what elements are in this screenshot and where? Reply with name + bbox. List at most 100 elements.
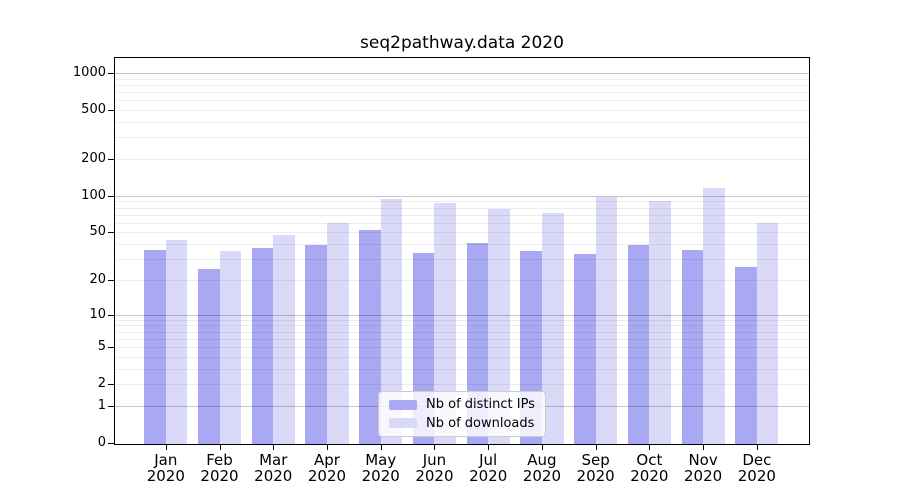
minor-gridline	[115, 368, 809, 370]
major-gridline	[115, 314, 809, 316]
x-tick-label: Oct 2020	[630, 451, 669, 485]
bar-distinct-ips-nov	[681, 249, 704, 444]
y-tick-mark	[108, 405, 114, 407]
y-tick-label: 1	[97, 397, 106, 413]
minor-gridline	[115, 201, 809, 203]
major-gridline	[115, 73, 809, 75]
chart-title: seq2pathway.data 2020	[360, 33, 564, 53]
y-tick-mark	[108, 195, 114, 197]
bar-distinct-ips-feb	[197, 268, 220, 444]
minor-gridline	[115, 159, 809, 161]
legend: Nb of distinct IPs Nb of downloads	[378, 391, 546, 437]
y-tick-mark	[108, 159, 114, 161]
y-tick-label: 0	[97, 435, 106, 450]
y-tick-label: 500	[81, 102, 106, 118]
y-tick-mark	[108, 443, 114, 444]
x-tick-mark	[488, 445, 490, 450]
x-tick-mark	[703, 445, 705, 450]
x-tick-mark	[219, 445, 221, 450]
minor-gridline	[115, 207, 809, 209]
minor-gridline	[115, 122, 809, 124]
y-tick-label: 20	[89, 271, 106, 287]
bar-downloads-apr	[326, 222, 349, 444]
minor-gridline	[115, 331, 809, 333]
minor-gridline	[115, 325, 809, 327]
minor-gridline	[115, 319, 809, 321]
minor-gridline	[115, 110, 809, 112]
bar-distinct-ips-jan	[144, 249, 166, 444]
y-tick-label: 200	[81, 151, 106, 167]
y-tick-label: 100	[81, 187, 106, 203]
bar-downloads-sep	[595, 197, 618, 444]
y-tick-mark	[108, 110, 114, 112]
bar-downloads-may	[380, 199, 403, 444]
minor-gridline	[115, 279, 809, 281]
x-tick-label: May 2020	[361, 451, 400, 485]
bar-downloads-feb	[219, 251, 242, 444]
x-tick-mark	[541, 445, 543, 450]
major-gridline	[115, 195, 809, 197]
x-tick-label: Feb 2020	[200, 451, 239, 485]
x-tick-label: Jul 2020	[469, 451, 508, 485]
bar-downloads-jun	[434, 202, 457, 444]
y-tick-mark	[108, 384, 114, 386]
x-tick-mark	[273, 445, 275, 450]
x-tick-label: Aug 2020	[522, 451, 561, 485]
legend-swatch-distinct-ips	[389, 399, 417, 410]
bar-downloads-jul	[488, 209, 510, 444]
y-tick-mark	[108, 232, 114, 234]
y-tick-mark	[108, 73, 114, 75]
bar-downloads-mar	[273, 234, 295, 444]
x-tick-label: Apr 2020	[307, 451, 347, 485]
legend-label-downloads: Nb of downloads	[426, 415, 535, 431]
y-tick-mark	[108, 347, 114, 349]
minor-gridline	[115, 214, 809, 216]
bar-downloads-nov	[703, 188, 725, 444]
minor-gridline	[115, 222, 809, 224]
x-tick-label: Dec 2020	[737, 451, 776, 485]
legend-item-distinct-ips: Nb of distinct IPs	[389, 397, 537, 412]
x-tick-mark	[434, 445, 436, 450]
minor-gridline	[115, 78, 809, 80]
bar-distinct-ips-apr	[305, 245, 327, 444]
bar-distinct-ips-mar	[251, 248, 274, 444]
minor-gridline	[115, 384, 809, 386]
legend-swatch-downloads	[389, 418, 417, 429]
bar-downloads-jan	[165, 240, 188, 444]
y-tick-mark	[108, 314, 114, 316]
minor-gridline	[115, 100, 809, 102]
minor-gridline	[115, 259, 809, 261]
y-tick-label: 1000	[72, 65, 106, 81]
y-tick-mark	[108, 279, 114, 281]
x-tick-mark	[326, 445, 328, 450]
bar-downloads-dec	[756, 222, 779, 444]
x-tick-mark	[649, 445, 651, 450]
plot-area	[114, 57, 810, 445]
bar-downloads-oct	[649, 201, 671, 444]
x-tick-mark	[595, 445, 597, 450]
minor-gridline	[115, 356, 809, 358]
minor-gridline	[115, 232, 809, 234]
minor-gridline	[115, 92, 809, 94]
minor-gridline	[115, 338, 809, 340]
x-tick-label: Mar 2020	[254, 451, 293, 485]
minor-gridline	[115, 137, 809, 139]
y-tick-label: 5	[97, 339, 106, 355]
x-tick-label: Sep 2020	[576, 451, 615, 485]
legend-item-downloads: Nb of downloads	[389, 416, 537, 431]
y-tick-label: 50	[89, 224, 106, 240]
bar-distinct-ips-may	[359, 230, 381, 444]
legend-label-distinct-ips: Nb of distinct IPs	[426, 397, 535, 413]
x-tick-mark	[380, 445, 382, 450]
minor-gridline	[115, 347, 809, 349]
x-tick-mark	[756, 445, 758, 450]
bar-distinct-ips-oct	[627, 245, 650, 444]
bar-downloads-aug	[541, 212, 564, 444]
x-tick-label: Nov 2020	[684, 451, 723, 485]
bar-distinct-ips-sep	[574, 254, 596, 444]
x-tick-label: Jun 2020	[415, 451, 454, 485]
y-tick-label: 10	[89, 306, 106, 322]
bar-distinct-ips-dec	[735, 266, 757, 444]
x-tick-mark	[165, 445, 167, 450]
y-tick-label: 2	[97, 376, 106, 392]
